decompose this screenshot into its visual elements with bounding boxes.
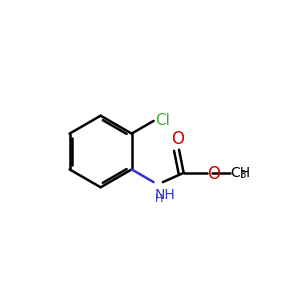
Text: Cl: Cl	[155, 113, 170, 128]
Text: O: O	[208, 165, 220, 183]
Text: 3: 3	[240, 170, 246, 180]
Text: H: H	[155, 194, 163, 204]
Text: CH: CH	[231, 166, 251, 180]
Text: NH: NH	[155, 188, 176, 202]
Text: O: O	[171, 130, 184, 148]
